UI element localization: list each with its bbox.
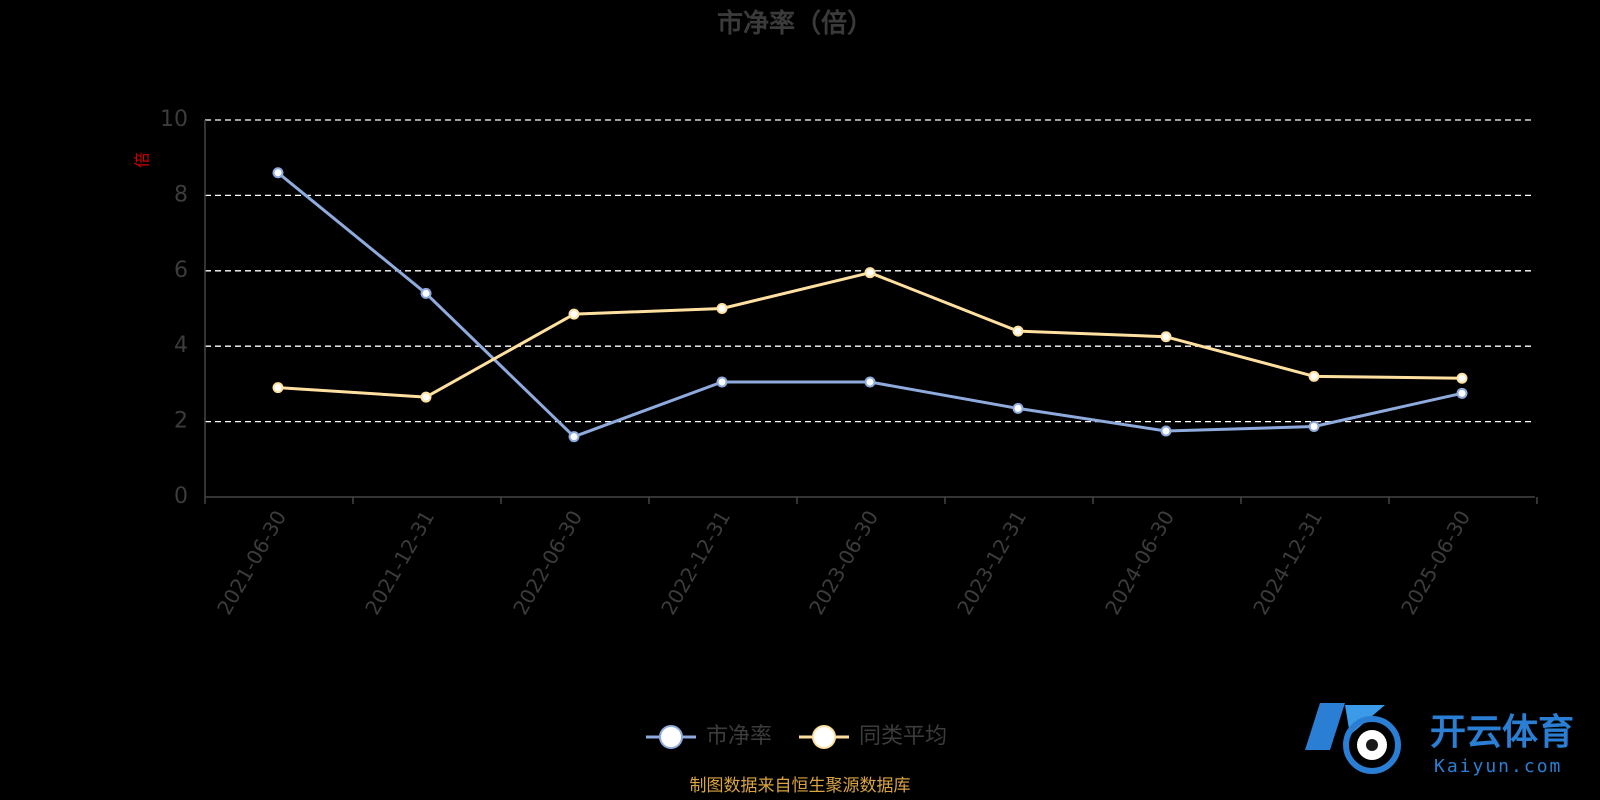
y-tick-label: 10 [160,107,188,132]
data-point [716,376,728,388]
y-tick-label: 2 [174,409,188,434]
x-tick-label: 2021-12-31 [360,506,439,619]
legend-marker [659,725,683,749]
data-point [716,303,728,314]
x-tick-label: 2023-06-30 [804,506,883,619]
watermark-emblem [1305,703,1401,774]
series-1 [272,167,1468,443]
data-point [864,267,876,279]
x-tick-label: 2022-06-30 [508,506,587,619]
data-point [1456,387,1468,399]
y-tick-label: 4 [174,333,188,358]
data-point [1012,325,1024,337]
x-tick-label: 2023-12-31 [952,506,1031,619]
data-point [1160,425,1172,437]
legend-item-1[interactable]: 市净率 [646,724,772,749]
data-point [272,382,284,394]
legend-marker [812,725,836,749]
data-point [864,376,876,388]
legend-label: 同类平均 [859,724,947,749]
legend-item-2[interactable]: 同类平均 [799,724,947,749]
x-tick-labels: 2021-06-30 2021-12-31 2022-06-30 2022-12-31… [212,506,1475,619]
x-tick-label: 2021-06-30 [212,506,291,619]
data-point [1456,372,1468,384]
y-tick-label: 6 [174,258,188,283]
y-tick-label: 0 [174,484,188,509]
data-point [420,391,432,403]
legend-label: 市净率 [706,724,772,749]
y-tick-label: 8 [174,182,188,207]
data-point [1012,402,1024,414]
series-2 [272,267,1468,403]
axes [204,120,1538,504]
data-point [1308,370,1320,382]
y-axis-unit-label: 倍 [133,152,152,168]
chart-title: 市净率（倍） [717,8,873,39]
data-point [568,431,580,443]
watermark-domain: Kaiyun.com [1434,756,1562,777]
data-point [420,287,432,299]
series-line [277,171,1463,439]
x-tick-label: 2024-06-30 [1100,506,1179,619]
legend[interactable]: 市净率 同类平均 [646,724,947,749]
series-lines [272,167,1468,443]
data-point [568,308,580,320]
source-note: 制图数据来自恒生聚源数据库 [690,776,911,796]
watermark-name: 开云体育 [1430,712,1574,753]
y-tick-labels: 0 2 4 6 8 10 [160,107,188,509]
data-point [1308,421,1320,433]
x-tick-label: 2022-12-31 [656,506,735,619]
x-tick-label: 2024-12-31 [1248,506,1327,619]
x-tick-label: 2025-06-30 [1396,506,1475,619]
data-point [1160,331,1172,343]
watermark-logo: 开云体育 Kaiyun.com [1305,703,1574,777]
data-point [272,167,284,179]
